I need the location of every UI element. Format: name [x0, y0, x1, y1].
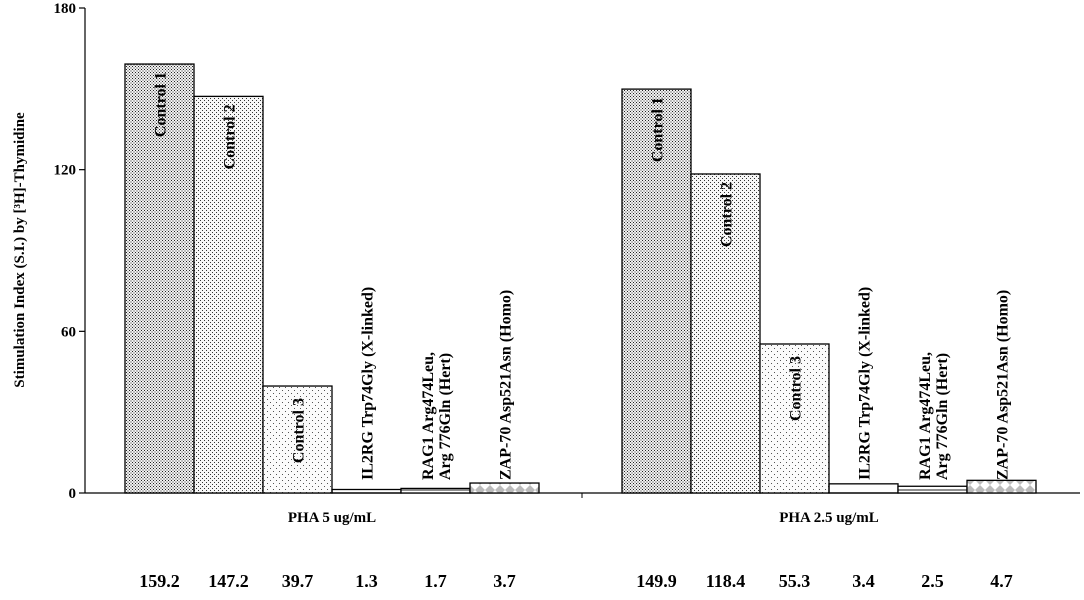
bar-name-label: ZAP-70 Asp521Asn (Homo)	[995, 290, 1012, 480]
y-axis-label: Stimulation Index (S.I.) by [³H]-Thymidi…	[12, 112, 28, 388]
value-label: 3.7	[493, 571, 516, 591]
value-label: 55.3	[779, 571, 811, 591]
bar-name-label: Control 3	[788, 356, 805, 421]
value-label: 4.7	[990, 571, 1013, 591]
bar	[124, 63, 195, 494]
bar-name-label: Control 1	[650, 97, 667, 162]
bar	[966, 479, 1037, 494]
value-label: 1.3	[355, 571, 378, 591]
y-tick-label: 180	[54, 1, 77, 17]
value-label: 149.9	[636, 571, 677, 591]
y-tick-label: 60	[61, 324, 76, 340]
value-label: 118.4	[706, 571, 746, 591]
bar	[193, 95, 264, 494]
bar-name-label: Control 2	[222, 104, 239, 169]
group-label: PHA 2.5 ug/mL	[779, 510, 879, 526]
value-labels: 159.2 147.2 39.7 1.3 1.7 3.7 149.9 118.4 55.3 3.4…	[139, 571, 1013, 591]
bar-name-label: RAG1 Arg474Leu,Arg 776Gln (Hert)	[917, 352, 951, 480]
bars	[124, 63, 1037, 494]
value-label: 3.4	[852, 571, 875, 591]
bar	[262, 385, 333, 494]
group-label: PHA 5 ug/mL	[288, 510, 376, 526]
bar	[897, 485, 968, 494]
value-label: 39.7	[282, 571, 314, 591]
bar	[621, 88, 692, 494]
bar-name-label: Control 2	[719, 182, 736, 247]
bar	[400, 487, 471, 494]
value-label: 1.7	[424, 571, 447, 591]
bar-name-label: Control 3	[291, 398, 308, 463]
bar-name-label: IL2RG Trp74Gly (X-linked)	[857, 287, 874, 480]
bar-name-label: RAG1 Arg474Leu,Arg 776Gln (Hert)	[420, 352, 454, 480]
bar-name-label: IL2RG Trp74Gly (X-linked)	[360, 287, 377, 480]
group-labels: PHA 5 ug/mL PHA 2.5 ug/mL	[288, 510, 879, 526]
bar	[469, 482, 540, 494]
y-tick-label: 0	[69, 486, 77, 502]
value-label: 159.2	[139, 571, 180, 591]
bar-name-label: Control 1	[153, 72, 170, 137]
y-ticks: 0 60 120 180	[54, 1, 85, 502]
value-label: 147.2	[208, 571, 249, 591]
bar	[690, 173, 761, 494]
value-label: 2.5	[921, 571, 944, 591]
bar	[759, 343, 830, 494]
bar-name-label: ZAP-70 Asp521Asn (Homo)	[498, 290, 515, 480]
bar	[828, 483, 899, 494]
y-tick-label: 120	[54, 163, 77, 179]
bar	[331, 488, 402, 494]
bar-labels: Control 1 Control 2 Control 3 IL2RG Trp74Gl…	[153, 72, 1012, 480]
